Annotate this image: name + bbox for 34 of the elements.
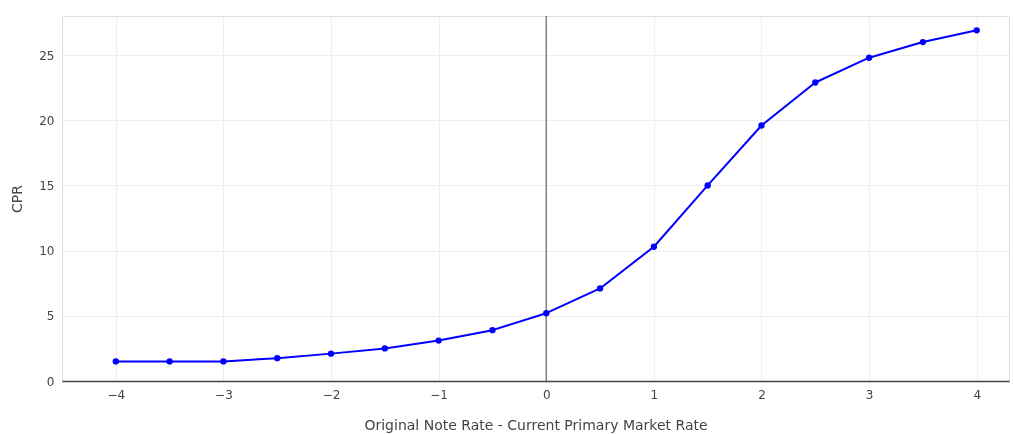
- x-tick-label: 0: [542, 387, 551, 402]
- y-tick-label: 25: [39, 48, 55, 63]
- y-tick-label: 5: [46, 309, 55, 324]
- x-tick-label: −4: [107, 387, 126, 402]
- x-tick-label: 2: [758, 387, 766, 402]
- x-tick-label: −3: [215, 387, 233, 402]
- point: [327, 350, 335, 357]
- x-tick-label: 3: [865, 387, 874, 402]
- point: [112, 358, 119, 365]
- y-tick-label: 20: [39, 113, 55, 128]
- x-tick-label: −2: [322, 387, 341, 402]
- x-tick-label: 1: [650, 387, 659, 402]
- point: [543, 310, 550, 317]
- point: [274, 355, 281, 362]
- point: [758, 122, 765, 129]
- point: [381, 345, 388, 352]
- point: [919, 38, 927, 46]
- point: [596, 285, 604, 292]
- y-axis-title: CPR: [9, 184, 26, 213]
- point: [489, 327, 496, 334]
- x-tick-label: 4: [973, 387, 982, 402]
- point: [650, 243, 658, 250]
- x-axis-title: Original Note Rate - Current Primary Market Rate: [364, 416, 708, 433]
- x-tick-label: −1: [430, 387, 448, 402]
- point: [704, 182, 711, 189]
- point: [166, 358, 173, 365]
- y-tick-label: 15: [39, 178, 55, 193]
- point: [220, 358, 227, 365]
- point: [812, 79, 819, 86]
- y-tick-label: 0: [46, 374, 55, 389]
- point: [973, 27, 980, 34]
- y-tick-label: 10: [39, 244, 55, 259]
- point: [865, 54, 873, 61]
- point: [435, 337, 442, 344]
